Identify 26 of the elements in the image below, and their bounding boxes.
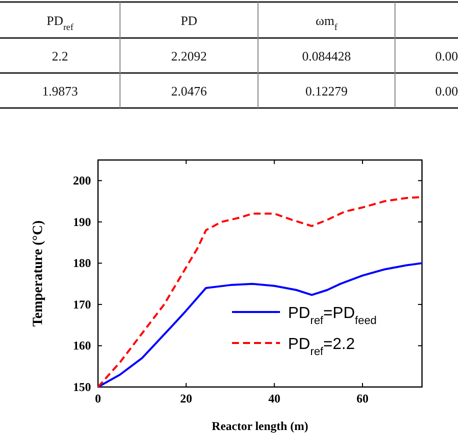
x-tick-label: 60 bbox=[356, 392, 368, 406]
text: 2.2 bbox=[52, 48, 68, 64]
text: PD$_{ref}$ bbox=[46, 13, 74, 32]
text: 1.9873 bbox=[42, 84, 78, 98]
text: PD bbox=[180, 13, 198, 28]
line-series bbox=[97, 262, 423, 388]
text: 0.00 bbox=[435, 48, 458, 64]
x-axis-title: Reactor length (m) bbox=[212, 419, 308, 433]
legend-label: PD$_{ref}$=2.2 bbox=[288, 336, 355, 358]
y-tick-label: 160 bbox=[73, 338, 91, 353]
text: 2.2092 bbox=[171, 48, 207, 64]
y-tick-label: 150 bbox=[73, 380, 91, 394]
x-tick-label: 20 bbox=[180, 392, 192, 406]
y-tick-label: 190 bbox=[73, 214, 91, 229]
x-tick-label: 0 bbox=[95, 392, 101, 406]
text: 2.0476 bbox=[171, 84, 208, 98]
text: 0.084428 bbox=[302, 48, 351, 64]
x-tick-label: 40 bbox=[268, 392, 280, 406]
text: 0.12279 bbox=[305, 84, 348, 98]
text: 0.00 bbox=[435, 84, 458, 98]
text: ωm$_{f}$ bbox=[316, 13, 338, 32]
y-axis-title: Temperature (°C) bbox=[31, 220, 46, 327]
y-tick-label: 180 bbox=[73, 256, 91, 270]
legend-label: PD$_{ref}$=PD$_{feed}$ bbox=[288, 305, 377, 327]
y-tick-label: 170 bbox=[73, 297, 91, 312]
y-tick-label: 200 bbox=[73, 173, 91, 188]
